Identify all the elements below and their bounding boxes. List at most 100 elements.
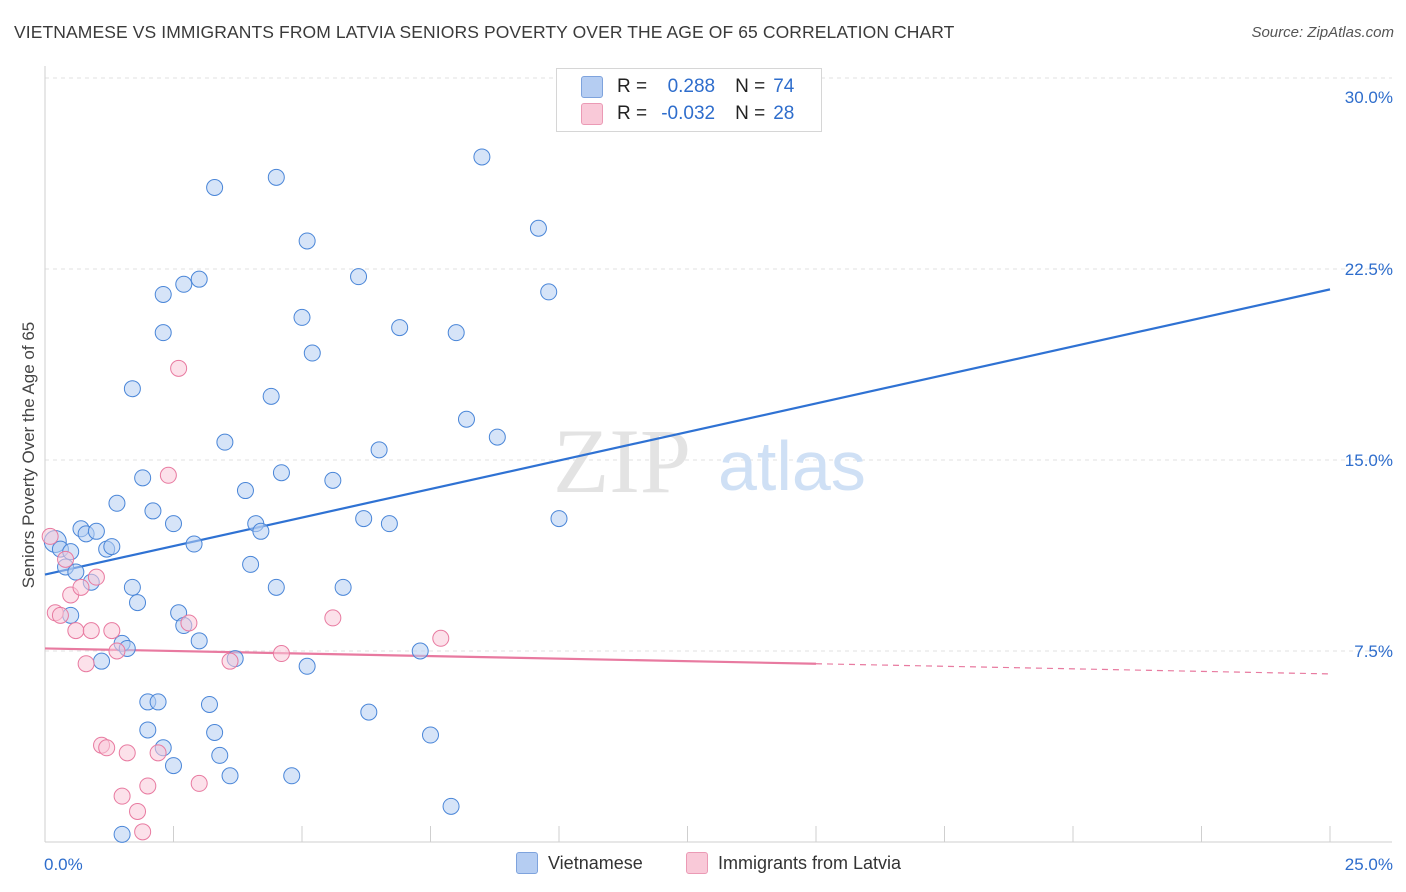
data-point (550, 510, 568, 528)
data-point (380, 515, 398, 533)
data-point (432, 629, 450, 647)
data-point (252, 522, 270, 540)
data-point (103, 622, 121, 640)
data-point (283, 767, 301, 785)
y-tick-label: 7.5% (1354, 642, 1393, 661)
data-point (139, 777, 157, 795)
legend-r-value: -0.032 (661, 103, 716, 124)
watermark: ZIP atlas (553, 410, 866, 512)
data-point (139, 721, 157, 739)
data-point (113, 825, 131, 843)
data-point (236, 482, 254, 500)
axes (44, 66, 1392, 843)
data-point (118, 744, 136, 762)
data-point (242, 555, 260, 573)
legend-row-latvia: R = -0.032 N = 28 (581, 102, 794, 126)
data-point (411, 642, 429, 660)
data-point (324, 609, 342, 627)
data-point (190, 632, 208, 650)
y-tick-label: 22.5% (1345, 260, 1393, 279)
data-point (129, 802, 147, 820)
data-point (272, 464, 290, 482)
data-point (267, 168, 285, 186)
x-tick-label: 0.0% (44, 855, 83, 874)
series-vietnamese (43, 148, 568, 843)
data-point (77, 655, 95, 673)
legend-row-vietnamese: R = 0.288 N = 74 (581, 75, 794, 99)
data-point (190, 270, 208, 288)
data-point (93, 652, 111, 670)
data-point (447, 324, 465, 342)
legend-r-label: R = (617, 76, 648, 97)
data-point (134, 823, 152, 841)
legend-r-value: 0.288 (667, 76, 716, 97)
data-points (41, 148, 568, 843)
trend-line-extrapolated (815, 663, 1331, 675)
data-point (123, 380, 141, 398)
legend-item-latvia: Immigrants from Latvia (686, 852, 901, 874)
data-point (57, 550, 75, 568)
data-point (488, 428, 506, 446)
data-point (108, 494, 126, 512)
data-point (67, 563, 85, 581)
data-point (98, 739, 116, 757)
data-point (267, 578, 285, 596)
data-point (165, 757, 182, 775)
data-point (221, 767, 239, 785)
data-point (67, 622, 85, 640)
data-point (129, 594, 147, 612)
legend-n-label: N = (735, 103, 766, 124)
data-point (72, 578, 90, 596)
data-point (216, 433, 234, 451)
legend-swatch-pink (686, 852, 708, 874)
source-credit: Source: ZipAtlas.com (1251, 24, 1394, 41)
data-point (103, 538, 121, 556)
data-point (180, 614, 198, 632)
data-point (108, 642, 126, 660)
data-point (41, 527, 59, 545)
data-point (87, 568, 105, 586)
legend-label-vietnamese: Vietnamese (548, 852, 643, 873)
data-point (87, 522, 105, 540)
data-point (298, 657, 316, 675)
data-point (159, 466, 177, 484)
data-point (154, 324, 172, 342)
data-point (360, 703, 378, 721)
data-point (113, 787, 131, 805)
data-point (149, 744, 167, 762)
data-point (529, 219, 547, 237)
data-point (170, 359, 188, 377)
data-point (370, 441, 388, 459)
watermark-zip: ZIP (553, 410, 691, 512)
data-point (154, 285, 172, 303)
data-point (272, 645, 290, 663)
data-point (82, 622, 100, 640)
axis-labels: 7.5% 15.0% 22.5% 30.0% 0.0% 25.0% Seniors Pove… (19, 88, 1393, 874)
data-point (324, 471, 342, 489)
y-axis-label: Seniors Poverty Over the Age of 65 (19, 322, 38, 588)
x-tick-label: 25.0% (1345, 855, 1393, 874)
data-point (221, 652, 239, 670)
legend-r-label: R = (617, 103, 648, 124)
data-point (355, 510, 373, 528)
data-point (185, 535, 203, 553)
legend-swatch-pink (581, 103, 603, 125)
y-tick-label: 15.0% (1345, 451, 1393, 470)
chart-title: VIETNAMESE VS IMMIGRANTS FROM LATVIA SEN… (14, 22, 955, 42)
legend-item-vietnamese: Vietnamese (516, 852, 643, 874)
data-point (391, 319, 409, 337)
trend-line (44, 288, 1331, 576)
trend-line (44, 647, 817, 665)
data-point (165, 515, 182, 533)
data-point (123, 578, 141, 596)
data-point (303, 344, 321, 362)
data-point (175, 275, 193, 293)
data-point (540, 283, 558, 301)
legend-swatch-blue (516, 852, 538, 874)
data-point (211, 746, 229, 764)
data-point (422, 726, 439, 744)
watermark-atlas: atlas (718, 427, 866, 505)
legend-label-latvia: Immigrants from Latvia (718, 852, 902, 873)
legend-n-label: N = (735, 76, 766, 97)
